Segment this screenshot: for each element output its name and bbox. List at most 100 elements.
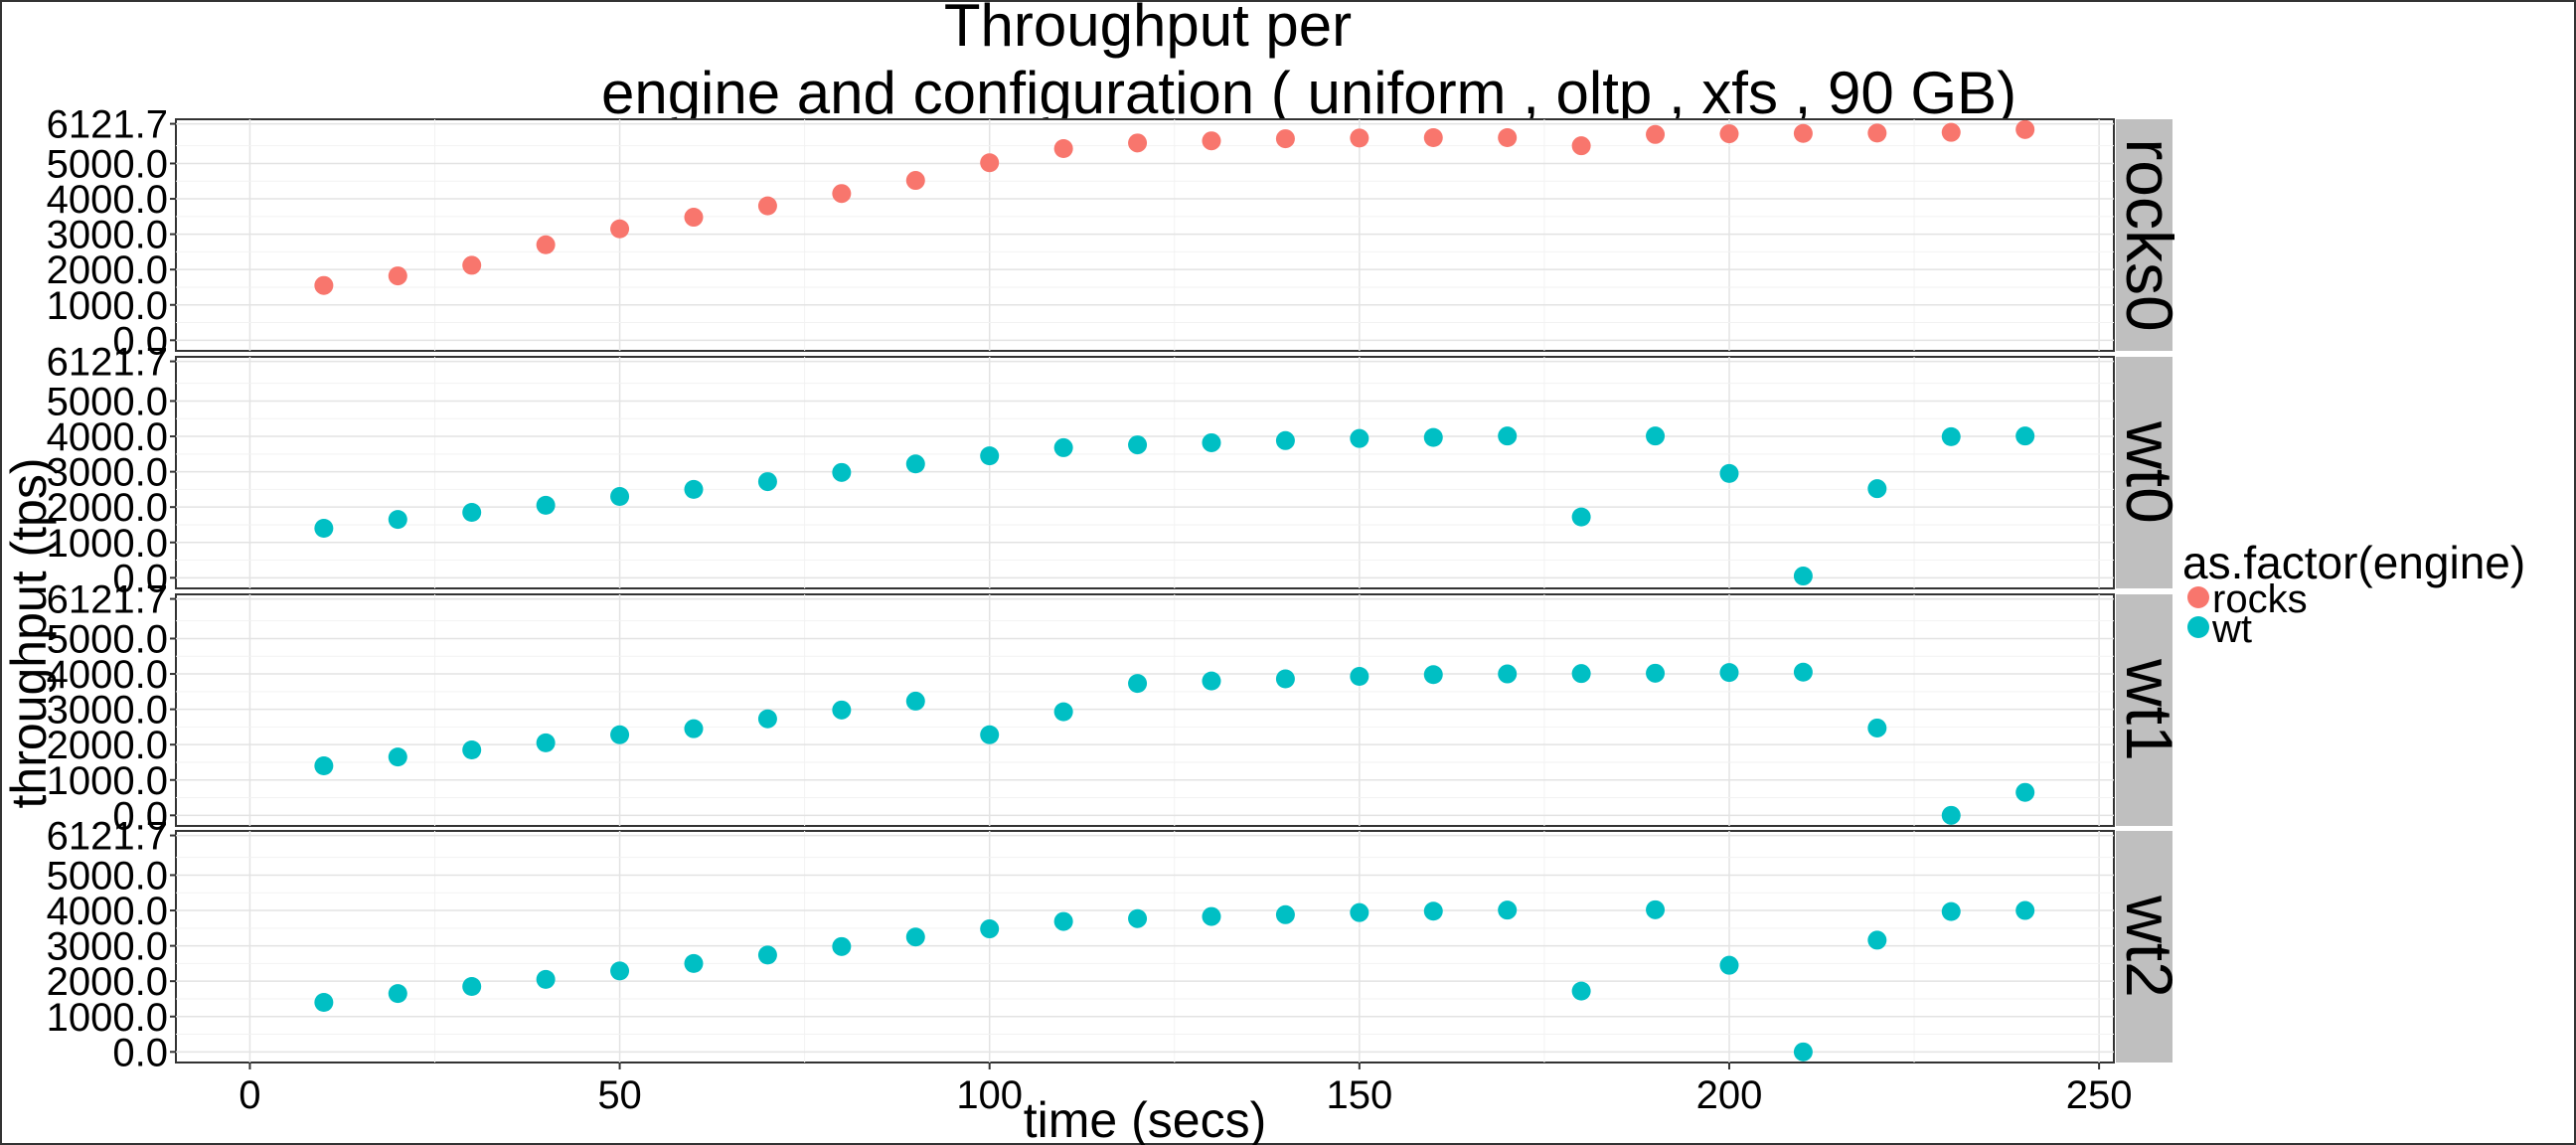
data-point-wt2 — [1719, 955, 1739, 975]
data-point-wt1 — [1571, 664, 1591, 684]
data-point-wt0 — [1053, 437, 1073, 457]
data-point-wt0 — [1275, 430, 1295, 450]
data-point-wt2 — [980, 919, 1000, 939]
data-point-rocks0 — [1719, 124, 1739, 144]
data-point-wt1 — [1053, 702, 1073, 722]
data-point-wt0 — [1646, 426, 1666, 446]
data-point-rocks0 — [1423, 127, 1443, 147]
data-point-wt1 — [1202, 671, 1221, 691]
y-tick-label: 0.0 — [112, 794, 168, 838]
data-point-wt0 — [1719, 463, 1739, 483]
data-point-wt2 — [757, 945, 777, 965]
data-point-rocks0 — [536, 235, 556, 254]
data-point-wt2 — [610, 961, 630, 981]
facet-strip-label: rocks0 — [2113, 138, 2186, 331]
data-point-wt2 — [1423, 901, 1443, 921]
data-point-rocks0 — [684, 208, 704, 228]
data-point-wt1 — [610, 725, 630, 744]
data-point-wt0 — [2015, 426, 2035, 446]
data-point-wt0 — [462, 503, 482, 523]
x-tick-label: 50 — [597, 1073, 642, 1117]
facet-strip-label: wt0 — [2113, 420, 2186, 524]
y-tick-label: 4000.0 — [47, 415, 168, 459]
x-axis-title: time (secs) — [1024, 1092, 1266, 1145]
data-point-rocks0 — [757, 196, 777, 216]
y-tick-label: 5000.0 — [47, 142, 168, 186]
x-tick-label: 150 — [1326, 1073, 1392, 1117]
data-point-wt1 — [1867, 718, 1887, 737]
data-point-rocks0 — [1350, 128, 1369, 148]
data-point-wt2 — [2015, 900, 2035, 920]
panel-background — [175, 830, 2115, 1063]
data-point-wt1 — [2015, 782, 2035, 802]
y-tick-label: 2000.0 — [47, 486, 168, 530]
data-point-wt1 — [1128, 674, 1148, 694]
x-tick-label: 0 — [239, 1073, 260, 1117]
data-point-wt1 — [1423, 665, 1443, 685]
y-tick-label: 3000.0 — [47, 925, 168, 969]
data-point-wt2 — [1941, 901, 1961, 921]
data-point-wt1 — [1941, 805, 1961, 825]
data-point-wt0 — [1941, 426, 1961, 446]
data-point-wt1 — [388, 747, 407, 767]
chart-title-line-1: Throughput per — [944, 0, 1352, 59]
y-tick-label: 5000.0 — [47, 854, 168, 898]
y-tick-label: 4000.0 — [47, 178, 168, 222]
chart-title-line-2: engine and configuration ( uniform , olt… — [601, 60, 2016, 126]
data-point-rocks0 — [1646, 124, 1666, 144]
y-tick-label: 6121.7 — [47, 815, 168, 859]
data-point-wt0 — [905, 454, 925, 474]
data-point-wt2 — [1350, 902, 1369, 922]
data-point-wt0 — [832, 462, 852, 482]
data-point-wt2 — [1498, 900, 1518, 920]
data-point-wt0 — [1202, 432, 1221, 452]
y-tick-label: 3000.0 — [47, 214, 168, 257]
legend-label-wt: wt — [2211, 607, 2252, 651]
y-tick-label: 3000.0 — [47, 451, 168, 495]
data-point-wt2 — [1202, 906, 1221, 926]
y-tick-label: 1000.0 — [47, 759, 168, 803]
data-point-wt1 — [1719, 663, 1739, 683]
data-point-wt2 — [1793, 1042, 1813, 1062]
data-point-wt2 — [1867, 930, 1887, 950]
y-tick-label: 0.0 — [112, 557, 168, 600]
data-point-wt2 — [388, 984, 407, 1004]
data-point-wt2 — [1571, 981, 1591, 1001]
legend-label-rocks: rocks — [2212, 577, 2308, 621]
data-point-rocks0 — [1053, 139, 1073, 159]
y-tick-label: 5000.0 — [47, 380, 168, 423]
y-tick-label: 4000.0 — [47, 653, 168, 697]
data-point-wt0 — [1128, 435, 1148, 455]
data-point-wt1 — [1275, 669, 1295, 689]
data-point-rocks0 — [1275, 129, 1295, 149]
data-point-wt2 — [314, 993, 334, 1013]
y-tick-label: 2000.0 — [47, 724, 168, 767]
y-tick-label: 2000.0 — [47, 960, 168, 1004]
data-point-rocks0 — [1941, 122, 1961, 142]
data-point-wt2 — [684, 953, 704, 973]
facet-strip — [2116, 119, 2173, 351]
data-point-wt1 — [314, 756, 334, 776]
data-point-wt1 — [1646, 663, 1666, 683]
facet-strip-label: wt1 — [2113, 658, 2186, 761]
x-tick-label: 100 — [956, 1073, 1023, 1117]
data-point-wt0 — [610, 487, 630, 507]
data-point-rocks0 — [314, 275, 334, 295]
y-tick-label: 6121.7 — [47, 341, 168, 385]
y-tick-label: 6121.7 — [47, 578, 168, 622]
data-point-wt0 — [1350, 428, 1369, 448]
data-point-wt0 — [757, 472, 777, 492]
data-point-wt0 — [980, 446, 1000, 466]
data-point-rocks0 — [1202, 131, 1221, 151]
data-point-rocks0 — [832, 184, 852, 204]
data-point-wt2 — [1128, 908, 1148, 928]
data-point-wt1 — [684, 719, 704, 738]
data-point-wt1 — [905, 691, 925, 711]
panels-group: 0.01000.02000.03000.04000.05000.06121.7r… — [47, 103, 2186, 1075]
data-point-wt0 — [1571, 507, 1591, 527]
